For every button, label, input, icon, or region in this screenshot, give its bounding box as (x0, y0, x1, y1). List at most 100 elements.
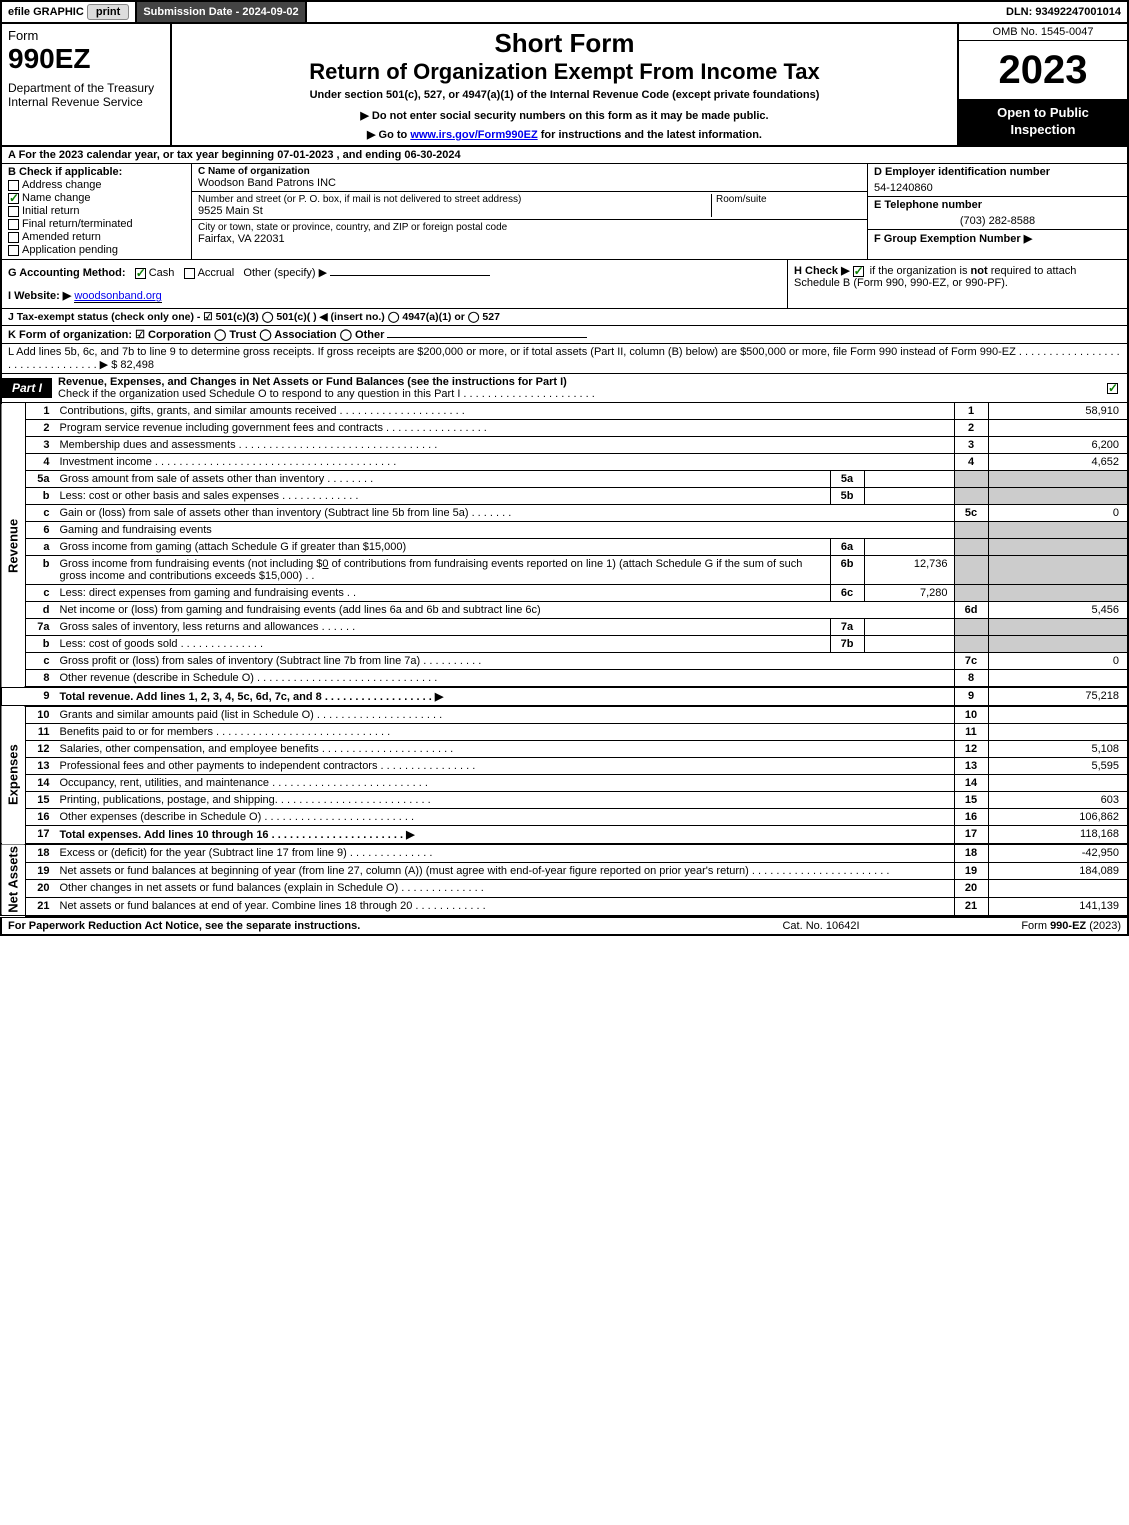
line-16: 16Other expenses (describe in Schedule O… (1, 809, 1128, 826)
line-6a: aGross income from gaming (attach Schedu… (1, 539, 1128, 556)
dln-label: DLN: 93492247001014 (1000, 2, 1127, 22)
line-11: 11Benefits paid to or for members . . . … (1, 724, 1128, 741)
h-pre: H Check ▶ (794, 265, 853, 277)
line-inval (864, 539, 954, 556)
chk-initial-return[interactable]: Initial return (8, 205, 185, 217)
expenses-side-label: Expenses (1, 706, 26, 844)
chk-label: Address change (22, 179, 102, 191)
top-bar: efile GRAPHIC print Submission Date - 20… (0, 0, 1129, 24)
department-label: Department of the Treasury Internal Reve… (8, 81, 164, 109)
k-other-input[interactable] (387, 337, 587, 338)
part-i-title: Revenue, Expenses, and Changes in Net As… (52, 374, 1101, 402)
line-9: 9Total revenue. Add lines 1, 2, 3, 4, 5c… (1, 687, 1128, 706)
line-rnum: 12 (954, 741, 988, 758)
line-desc: Net assets or fund balances at end of ye… (56, 898, 955, 916)
other-specify-input[interactable] (330, 275, 490, 276)
k-text: K Form of organization: ☑ Corporation ◯ … (8, 329, 384, 341)
line-8: 8Other revenue (describe in Schedule O) … (1, 670, 1128, 688)
line-rnum: 16 (954, 809, 988, 826)
line-13: 13Professional fees and other payments t… (1, 758, 1128, 775)
line-rnum: 9 (954, 687, 988, 706)
checkbox-icon[interactable] (135, 268, 146, 279)
line-21: 21Net assets or fund balances at end of … (1, 898, 1128, 916)
line-18: Net Assets 18Excess or (deficit) for the… (1, 844, 1128, 862)
line-value: 106,862 (988, 809, 1128, 826)
line-value: 75,218 (988, 687, 1128, 706)
city-value: Fairfax, VA 22031 (198, 233, 861, 245)
line-7b: bLess: cost of goods sold . . . . . . . … (1, 636, 1128, 653)
row-gh: G Accounting Method: Cash Accrual Other … (0, 260, 1129, 309)
chk-name-change[interactable]: Name change (8, 192, 185, 204)
accounting-method: G Accounting Method: Cash Accrual Other … (2, 260, 787, 308)
org-name: Woodson Band Patrons INC (198, 177, 861, 189)
chk-final-return[interactable]: Final return/terminated (8, 218, 185, 230)
i-label: I Website: ▶ (8, 290, 71, 302)
print-button[interactable]: print (87, 4, 129, 20)
tel-label: E Telephone number (868, 196, 1127, 213)
header-right: OMB No. 1545-0047 2023 Open to Public In… (957, 24, 1127, 145)
website-link[interactable]: woodsonband.org (74, 290, 161, 303)
short-form-title: Short Form (178, 28, 951, 59)
line-rnum: 14 (954, 775, 988, 792)
addr-label: Number and street (or P. O. box, if mail… (198, 194, 711, 205)
line-5c: cGain or (loss) from sale of assets othe… (1, 505, 1128, 522)
line-5a: 5aGross amount from sale of assets other… (1, 471, 1128, 488)
line-desc: Other revenue (describe in Schedule O) .… (56, 670, 955, 688)
line-rnum: 6d (954, 602, 988, 619)
line-12: 12Salaries, other compensation, and empl… (1, 741, 1128, 758)
line-rnum: 21 (954, 898, 988, 916)
ein-label: D Employer identification number (868, 164, 1127, 180)
line-17: 17Total expenses. Add lines 10 through 1… (1, 826, 1128, 845)
org-city-block: City or town, state or province, country… (192, 220, 867, 247)
desc-pre: Gross income from fundraising events (no… (60, 558, 323, 570)
line-20: 20Other changes in net assets or fund ba… (1, 880, 1128, 898)
line-rnum: 15 (954, 792, 988, 809)
line-desc: Net income or (loss) from gaming and fun… (56, 602, 955, 619)
line-value: 4,652 (988, 454, 1128, 471)
line-desc: Gross sales of inventory, less returns a… (56, 619, 831, 636)
checkbox-icon[interactable] (853, 266, 864, 277)
omb-number: OMB No. 1545-0047 (959, 24, 1127, 41)
l-text: L Add lines 5b, 6c, and 7b to line 9 to … (8, 346, 1120, 371)
efile-text: efile GRAPHIC (8, 6, 84, 18)
line-6: 6Gaming and fundraising events (1, 522, 1128, 539)
checkbox-icon[interactable] (184, 268, 195, 279)
line-value (988, 775, 1128, 792)
part-i-tab: Part I (2, 378, 52, 398)
col-b-checkboxes: B Check if applicable: Address change Na… (2, 164, 192, 259)
line-3: 3Membership dues and assessments . . . .… (1, 437, 1128, 454)
l-amount: 82,498 (120, 359, 154, 371)
line-1: Revenue 1Contributions, gifts, grants, a… (1, 403, 1128, 420)
chk-address-change[interactable]: Address change (8, 179, 185, 191)
line-desc: Excess or (deficit) for the year (Subtra… (56, 844, 955, 862)
goto-link[interactable]: www.irs.gov/Form990EZ (410, 129, 537, 141)
line-rnum: 19 (954, 862, 988, 880)
line-value: 603 (988, 792, 1128, 809)
tel-value: (703) 282-8588 (868, 213, 1127, 229)
line-inval (864, 488, 954, 505)
line-desc: Professional fees and other payments to … (56, 758, 955, 775)
part-i-checkbox[interactable] (1101, 380, 1127, 396)
line-value (988, 880, 1128, 898)
line-14: 14Occupancy, rent, utilities, and mainte… (1, 775, 1128, 792)
part-i-title-text: Revenue, Expenses, and Changes in Net As… (58, 376, 567, 388)
page-footer: For Paperwork Reduction Act Notice, see … (0, 917, 1129, 936)
tax-year: 2023 (959, 41, 1127, 99)
goto-post: for instructions and the latest informat… (538, 129, 762, 141)
line-desc: Gaming and fundraising events (56, 522, 955, 539)
goto-pre: ▶ Go to (367, 129, 410, 141)
chk-amended-return[interactable]: Amended return (8, 231, 185, 243)
do-not-enter: ▶ Do not enter social security numbers o… (178, 109, 951, 122)
checkbox-icon (8, 219, 19, 230)
checkbox-icon (8, 232, 19, 243)
line-innum: 6c (830, 585, 864, 602)
line-rnum: 18 (954, 844, 988, 862)
room-label: Room/suite (716, 194, 861, 205)
g-accrual: Accrual (198, 267, 235, 279)
submission-date: Submission Date - 2024-09-02 (137, 2, 306, 22)
line-rnum: 5c (954, 505, 988, 522)
chk-application-pending[interactable]: Application pending (8, 244, 185, 256)
line-19: 19Net assets or fund balances at beginni… (1, 862, 1128, 880)
checkbox-icon (8, 245, 19, 256)
goto-line: ▶ Go to www.irs.gov/Form990EZ for instru… (178, 128, 951, 141)
